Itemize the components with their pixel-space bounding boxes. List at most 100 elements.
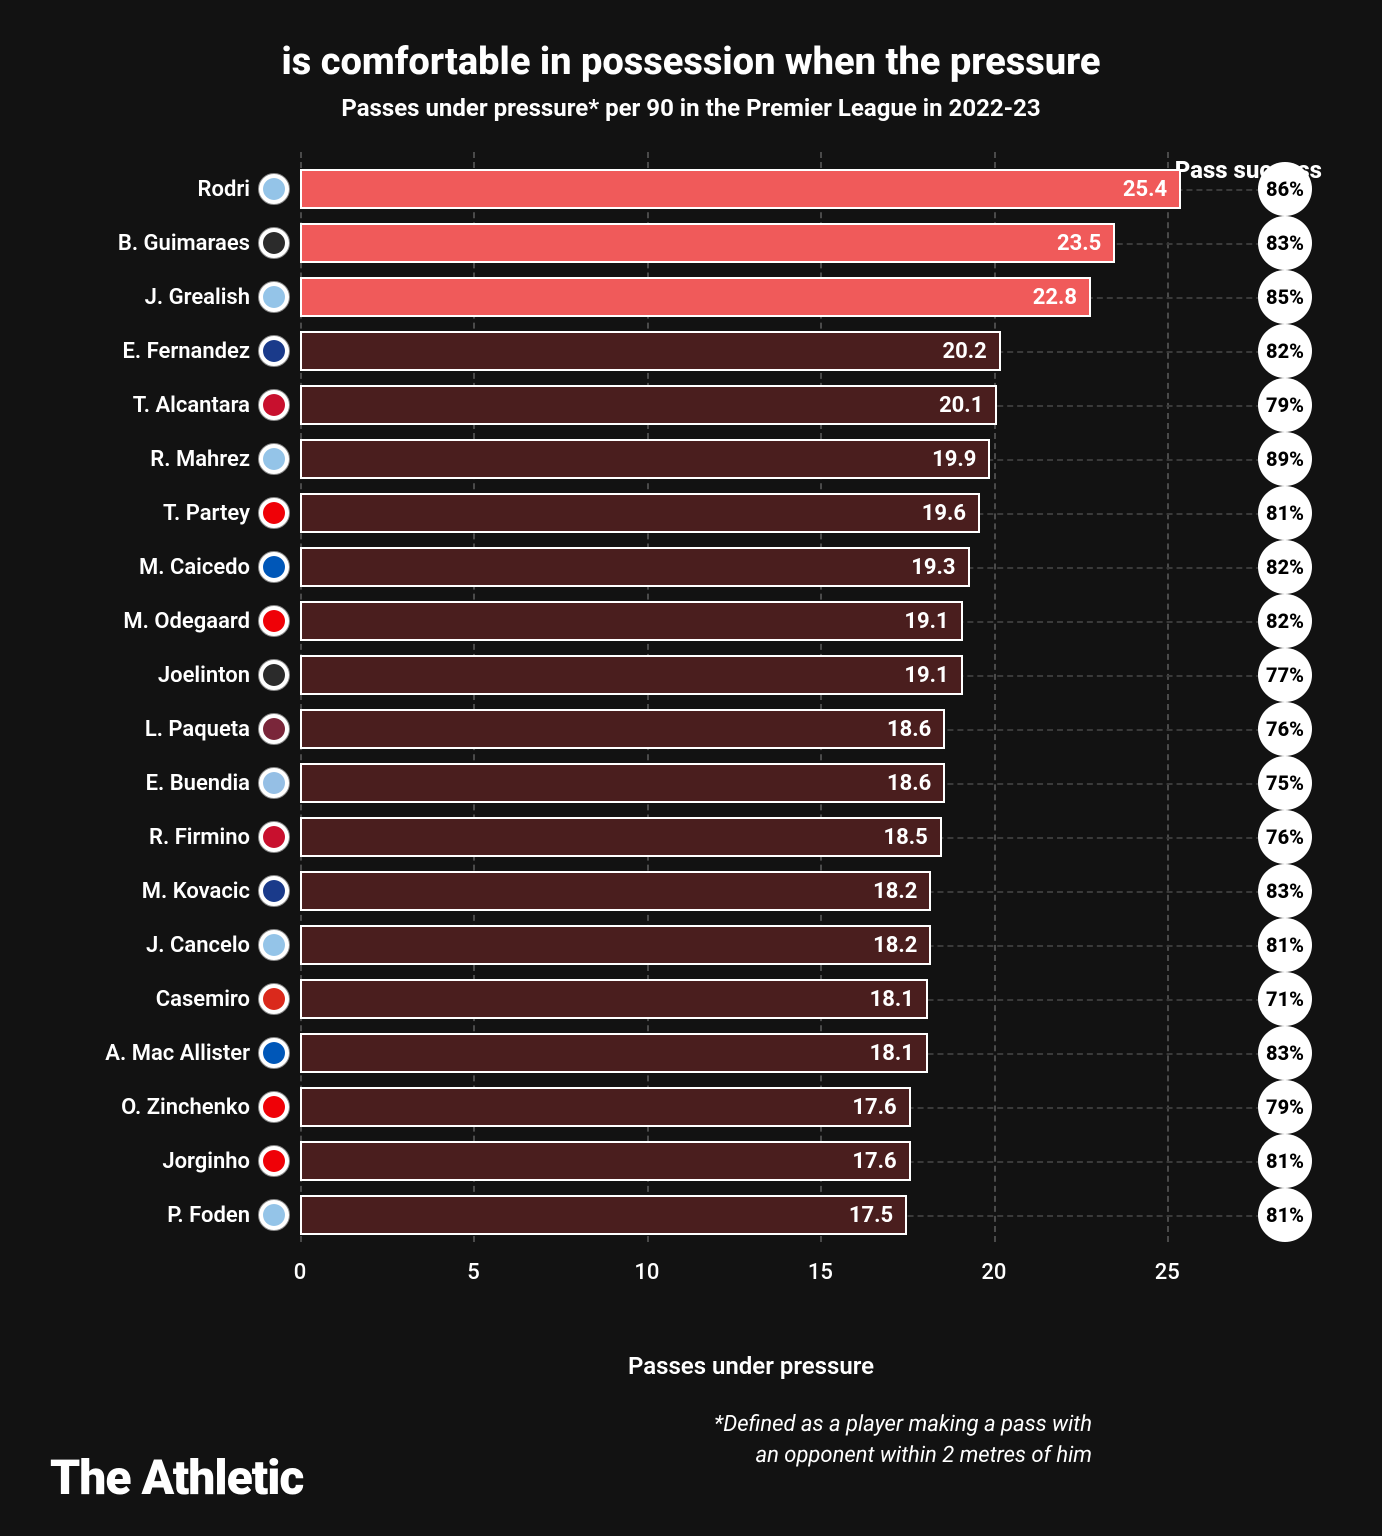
value-bar: 18.6 — [300, 709, 945, 749]
team-crest-fill — [263, 1096, 285, 1118]
x-tick-label: 25 — [1155, 1260, 1180, 1285]
player-row: P. Foden17.581% — [300, 1188, 1202, 1242]
bar-value-label: 17.6 — [852, 1095, 896, 1120]
team-crest-fill — [263, 826, 285, 848]
value-bar: 19.9 — [300, 439, 990, 479]
team-crest-icon — [258, 335, 290, 367]
player-name: Joelinton — [60, 663, 250, 688]
value-bar: 22.8 — [300, 277, 1091, 317]
pass-success-badge: 81% — [1258, 486, 1312, 540]
team-crest-fill — [263, 502, 285, 524]
x-axis-label: Passes under pressure — [300, 1352, 1202, 1380]
bar-value-label: 19.6 — [922, 501, 966, 526]
pass-success-badge: 71% — [1258, 972, 1312, 1026]
team-crest-fill — [263, 178, 285, 200]
pass-success-badge: 79% — [1258, 1080, 1312, 1134]
value-bar: 18.6 — [300, 763, 945, 803]
plot-region: Rodri25.486%B. Guimaraes23.583%J. Greali… — [300, 162, 1202, 1242]
team-crest-icon — [258, 551, 290, 583]
bar-value-label: 23.5 — [1057, 231, 1101, 256]
team-crest-icon — [258, 1145, 290, 1177]
chart-subtitle: Passes under pressure* per 90 in the Pre… — [60, 94, 1322, 122]
player-name: Jorginho — [60, 1149, 250, 1174]
player-name: T. Partey — [60, 501, 250, 526]
team-crest-icon — [258, 821, 290, 853]
pass-success-badge: 83% — [1258, 864, 1312, 918]
x-tick-label: 20 — [981, 1260, 1006, 1285]
team-crest-fill — [263, 772, 285, 794]
player-row: M. Kovacic18.283% — [300, 864, 1202, 918]
player-name: R. Mahrez — [60, 447, 250, 472]
value-bar: 25.4 — [300, 169, 1181, 209]
bar-value-label: 25.4 — [1123, 177, 1167, 202]
player-row: Joelinton19.177% — [300, 648, 1202, 702]
team-crest-icon — [258, 1199, 290, 1231]
team-crest-fill — [263, 1150, 285, 1172]
team-crest-fill — [263, 1204, 285, 1226]
team-crest-icon — [258, 173, 290, 205]
player-row: Jorginho17.681% — [300, 1134, 1202, 1188]
team-crest-fill — [263, 664, 285, 686]
value-bar: 18.5 — [300, 817, 942, 857]
x-tick-label: 5 — [467, 1260, 480, 1285]
x-tick-label: 0 — [294, 1260, 307, 1285]
team-crest-fill — [263, 340, 285, 362]
team-crest-icon — [258, 767, 290, 799]
pass-success-badge: 81% — [1258, 1188, 1312, 1242]
value-bar: 18.1 — [300, 1033, 928, 1073]
player-name: M. Kovacic — [60, 879, 250, 904]
bar-value-label: 18.2 — [873, 933, 917, 958]
player-row: R. Mahrez19.989% — [300, 432, 1202, 486]
player-row: M. Caicedo19.382% — [300, 540, 1202, 594]
team-crest-icon — [258, 443, 290, 475]
value-bar: 20.1 — [300, 385, 997, 425]
value-bar: 17.5 — [300, 1195, 907, 1235]
player-name: Rodri — [60, 177, 250, 202]
player-name: A. Mac Allister — [60, 1041, 250, 1066]
team-crest-icon — [258, 929, 290, 961]
chart-title: is comfortable in possession when the pr… — [60, 40, 1322, 84]
x-axis: 0510152025 — [300, 1252, 1202, 1302]
value-bar: 23.5 — [300, 223, 1115, 263]
player-row: E. Buendia18.675% — [300, 756, 1202, 810]
bar-value-label: 19.1 — [904, 663, 948, 688]
team-crest-fill — [263, 880, 285, 902]
pass-success-badge: 75% — [1258, 756, 1312, 810]
player-name: J. Cancelo — [60, 933, 250, 958]
team-crest-icon — [258, 875, 290, 907]
team-crest-icon — [258, 1091, 290, 1123]
bar-value-label: 22.8 — [1033, 285, 1077, 310]
player-name: M. Odegaard — [60, 609, 250, 634]
player-row: J. Cancelo18.281% — [300, 918, 1202, 972]
player-name: Casemiro — [60, 987, 250, 1012]
value-bar: 18.1 — [300, 979, 928, 1019]
footnote-line-1: *Defined as a player making a pass with — [714, 1412, 1092, 1437]
value-bar: 17.6 — [300, 1141, 911, 1181]
footnote: *Defined as a player making a pass with … — [300, 1410, 1202, 1472]
player-row: R. Firmino18.576% — [300, 810, 1202, 864]
chart-container: is comfortable in possession when the pr… — [0, 0, 1382, 1502]
player-row: T. Alcantara20.179% — [300, 378, 1202, 432]
team-crest-icon — [258, 713, 290, 745]
player-row: Rodri25.486% — [300, 162, 1202, 216]
player-name: M. Caicedo — [60, 555, 250, 580]
pass-success-badge: 76% — [1258, 702, 1312, 756]
pass-success-badge: 83% — [1258, 216, 1312, 270]
value-bar: 19.6 — [300, 493, 980, 533]
bar-value-label: 19.1 — [904, 609, 948, 634]
player-row: E. Fernandez20.282% — [300, 324, 1202, 378]
player-name: B. Guimaraes — [60, 231, 250, 256]
pass-success-badge: 81% — [1258, 1134, 1312, 1188]
player-name: J. Grealish — [60, 285, 250, 310]
pass-success-badge: 79% — [1258, 378, 1312, 432]
team-crest-fill — [263, 934, 285, 956]
pass-success-badge: 77% — [1258, 648, 1312, 702]
player-row: O. Zinchenko17.679% — [300, 1080, 1202, 1134]
team-crest-fill — [263, 1042, 285, 1064]
value-bar: 18.2 — [300, 925, 931, 965]
bar-value-label: 20.2 — [943, 339, 987, 364]
pass-success-badge: 89% — [1258, 432, 1312, 486]
player-row: M. Odegaard19.182% — [300, 594, 1202, 648]
footnote-line-2: an opponent within 2 metres of him — [755, 1443, 1092, 1468]
player-row: Casemiro18.171% — [300, 972, 1202, 1026]
